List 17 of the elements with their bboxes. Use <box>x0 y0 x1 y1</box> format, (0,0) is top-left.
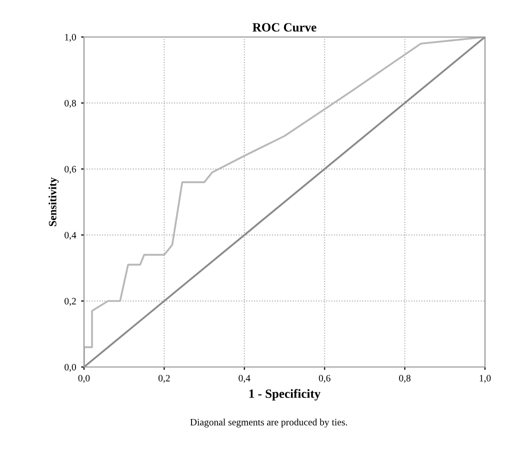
x-tick-label: 0,0 <box>78 374 90 383</box>
y-tick-label: 0,0 <box>64 364 76 372</box>
x-tick-label: 1,0 <box>480 374 491 383</box>
y-tick-label: 0,6 <box>64 166 76 174</box>
x-tick-label: 0,4 <box>238 374 250 383</box>
y-axis-title: Sensitivity <box>48 177 59 226</box>
chart-title: ROC Curve <box>252 23 316 32</box>
x-axis-title: 1 - Specificity <box>249 389 320 401</box>
text: Diagonal segments are produced by ties. <box>190 418 348 428</box>
x-tick-label: 0,8 <box>399 374 411 383</box>
y-tick-label: 1,0 <box>65 34 76 42</box>
y-tick-label: 0,4 <box>64 232 76 240</box>
y-tick-label: 0,2 <box>64 298 76 306</box>
y-tick-label: 0,8 <box>64 100 76 108</box>
line-series <box>84 37 485 367</box>
x-tick-label: 0,2 <box>158 374 170 383</box>
x-tick-label: 0,6 <box>318 374 330 383</box>
